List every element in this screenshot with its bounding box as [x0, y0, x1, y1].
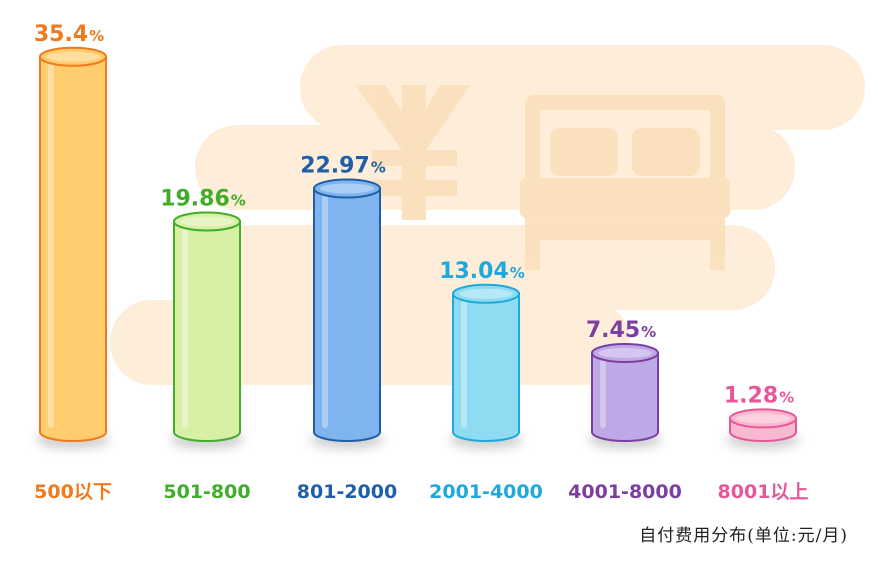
tick-label-0: 500以下	[34, 481, 112, 503]
bar-top	[452, 283, 520, 304]
tick-label-4: 4001-8000	[568, 481, 682, 503]
data-label-value: 35.4	[34, 22, 88, 47]
bar-top	[729, 408, 797, 429]
bar-highlight	[600, 359, 606, 428]
data-label-unit: %	[371, 159, 386, 177]
data-label-value: 7.45	[586, 318, 640, 343]
bar-2: 22.97%	[300, 154, 386, 449]
data-label-value: 1.28	[724, 383, 778, 408]
data-label-unit: %	[89, 27, 104, 45]
data-label-unit: %	[510, 264, 525, 282]
bar-body	[39, 55, 107, 442]
x-axis-labels: 500以下 501-800 801-2000 2001-4000 4001-80…	[34, 481, 808, 503]
data-label-unit: %	[641, 323, 656, 341]
tick-label-5: 8001以上	[718, 481, 809, 503]
bar-highlight	[461, 299, 467, 428]
bar-top	[39, 46, 107, 67]
data-label-unit: %	[231, 191, 246, 209]
bar-4: 7.45%	[586, 318, 662, 449]
bar-top-shine	[180, 216, 234, 227]
data-label-0: 35.4%	[34, 22, 104, 47]
bar-top	[313, 178, 381, 199]
bar-body	[591, 352, 659, 442]
bar-top-shine	[736, 413, 790, 424]
bed-icon	[520, 95, 730, 270]
bar-3: 13.04%	[439, 259, 525, 449]
bar-highlight	[48, 62, 54, 428]
bar-body	[313, 187, 381, 442]
yen-icon	[355, 85, 470, 220]
bar-top-shine	[46, 51, 100, 62]
bar-top	[591, 343, 659, 364]
data-label-value: 13.04	[439, 259, 509, 284]
bar-top	[173, 211, 241, 232]
data-label-5: 1.28%	[724, 383, 794, 408]
bar-highlight	[182, 227, 188, 428]
data-label-4: 7.45%	[586, 318, 656, 343]
bar-body	[452, 292, 520, 442]
tick-label-2: 801-2000	[297, 481, 397, 503]
tick-label-1: 501-800	[163, 481, 250, 503]
bar-1: 19.86%	[160, 186, 246, 449]
bar-highlight	[322, 194, 328, 428]
bar-top-shine	[320, 183, 374, 194]
data-label-unit: %	[779, 388, 794, 406]
data-label-2: 22.97%	[300, 154, 386, 179]
data-label-3: 13.04%	[439, 259, 525, 284]
data-label-value: 22.97	[300, 154, 370, 179]
bar-0: 35.4%	[34, 22, 110, 449]
tick-label-3: 2001-4000	[429, 481, 543, 503]
bar-top-shine	[598, 348, 652, 359]
chart-footnote: 自付费用分布(单位:元/月)	[639, 526, 848, 546]
bar-5: 1.28%	[724, 383, 800, 449]
data-label-value: 19.86	[160, 186, 230, 211]
bars-layer: 35.4%19.86%22.97%13.04%7.45%1.28%	[34, 22, 800, 449]
bar-body	[173, 220, 241, 442]
bar-top-shine	[459, 288, 513, 299]
data-label-1: 19.86%	[160, 186, 246, 211]
